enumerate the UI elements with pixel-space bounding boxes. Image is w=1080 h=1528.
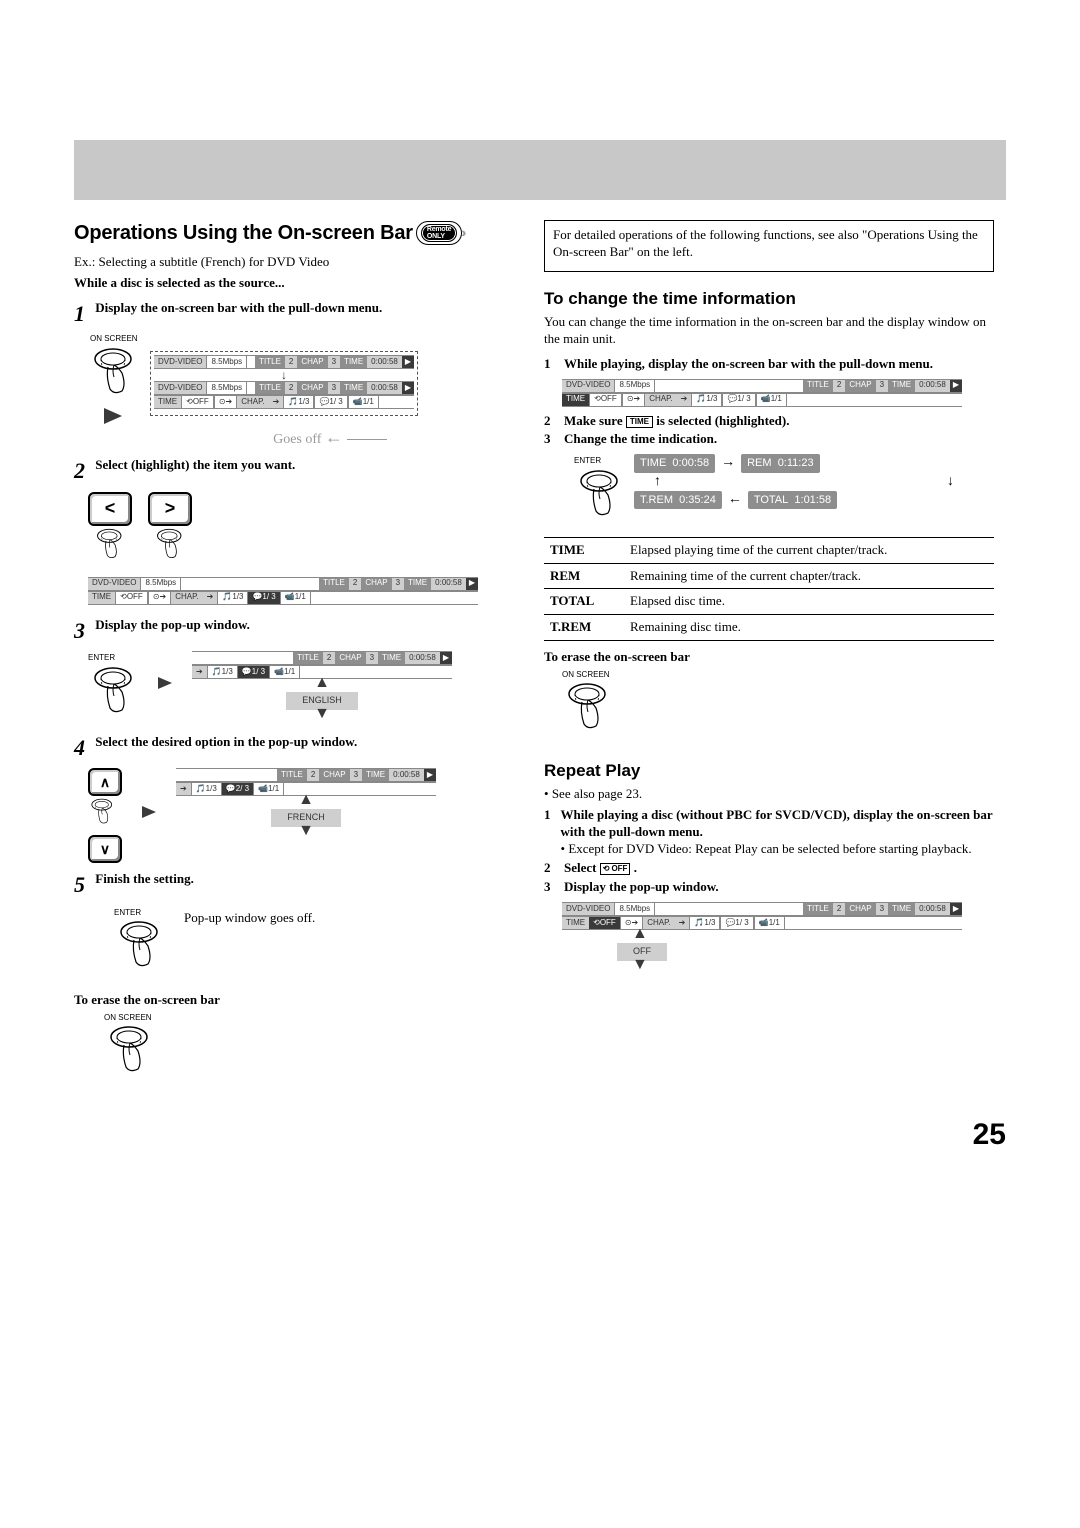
step-5-text: Finish the setting. [95, 871, 513, 888]
step-4: 4 Select the desired option in the pop-u… [74, 734, 514, 763]
osb-ct1: DVD-VIDEO 8.5Mbps TITLE2 CHAP3 TIME0:00:… [562, 379, 962, 407]
step-4-text: Select the desired option in the pop-up … [95, 734, 513, 751]
step-3-text: Display the pop-up window. [95, 617, 513, 634]
step-5-num: 5 [74, 871, 92, 900]
right-button-illustration: > [148, 492, 192, 567]
left-button-illustration: < [88, 492, 132, 567]
step-4-num: 4 [74, 734, 92, 763]
erase-button-illustration-left: ON SCREEN [104, 1013, 514, 1085]
def-row-time: TIMEElapsed playing time of the current … [544, 537, 994, 563]
step-2-text: Select (highlight) the item you want. [95, 457, 513, 474]
ct-step-1: 1 While playing, display the on-screen b… [544, 356, 994, 373]
nav-right-button: > [148, 492, 192, 526]
step-1: 1 Display the on-screen bar with the pul… [74, 300, 514, 329]
nav-up-button: ∧ [88, 768, 122, 796]
rp-step-3: 3 Display the pop-up window. [544, 879, 994, 896]
osb-rp: DVD-VIDEO 8.5Mbps TITLE2 CHAP3 TIME0:00:… [562, 902, 962, 972]
nav-down-button: ∨ [88, 835, 122, 863]
remote-only-badge: RemoteONLY ››› [421, 224, 462, 242]
up-down-buttons-illustration: ∧ ∨ [88, 768, 122, 863]
def-row-total: TOTALElapsed disc time. [544, 589, 994, 615]
enter-button-illustration-2: ENTER [114, 906, 164, 980]
ct-step-2: 2 Make sure TIME is selected (highlighte… [544, 413, 994, 430]
time-cycle-diagram: TIME 0:00:58 → REM 0:11:23 [634, 454, 994, 472]
page-number: 25 [74, 1115, 1006, 1154]
top-gray-band [74, 140, 1006, 200]
osb-row-a3: TIME ⟲ OFF ⊙➔ CHAP.➔ 🎵 1/3 💬 1/ 3 📹 1/1 [154, 395, 414, 409]
erase-osb-heading-right: To erase the on-screen bar [544, 649, 994, 666]
osb-dashed-group: DVD-VIDEO 8.5Mbps TITLE2 CHAP3 TIME0:00:… [150, 351, 418, 416]
step-3: 3 Display the pop-up window. [74, 617, 514, 646]
time-chip-rem: REM 0:11:23 [741, 454, 819, 472]
goes-off-label: Goes off ← [150, 426, 514, 449]
step-1-num: 1 [74, 300, 92, 329]
note-box: For detailed operations of the following… [544, 220, 994, 272]
ct-step-3: 3 Change the time indication. [544, 431, 994, 448]
osb-step3: TITLE2 CHAP3 TIME0:00:58 ▶ ➔ 🎵 1/3 💬 1/ … [192, 651, 452, 721]
while-disc-line: While a disc is selected as the source..… [74, 275, 514, 292]
repeat-off-chip: ⟲ OFF [600, 863, 631, 875]
osb-row-a1: DVD-VIDEO 8.5Mbps TITLE2 CHAP3 TIME0:00:… [154, 355, 414, 369]
section-title: Operations Using the On-screen Bar Remot… [74, 220, 514, 246]
rp-step-2: 2 Select ⟲ OFF . [544, 860, 994, 877]
note-box-text: For detailed operations of the following… [553, 227, 985, 261]
def-row-trem: T.REMRemaining disc time. [544, 615, 994, 641]
step-3-num: 3 [74, 617, 92, 646]
enter-button-illustration-1: ENTER [88, 651, 138, 725]
arrow-right-icon [158, 677, 172, 689]
time-chip-inline: TIME [626, 416, 653, 428]
time-chip-trem: T.REM 0:35:24 [634, 491, 722, 509]
time-chip-total: TOTAL 1:01:58 [748, 491, 837, 509]
rp-step-1: 1 While playing a disc (without PBC for … [544, 807, 994, 858]
erase-osb-heading-left: To erase the on-screen bar [74, 992, 514, 1009]
nav-left-button: < [88, 492, 132, 526]
change-time-body: You can change the time information in t… [544, 314, 994, 348]
erase-button-illustration-right: ON SCREEN [562, 670, 994, 742]
time-chip-time: TIME 0:00:58 [634, 454, 715, 472]
step-2: 2 Select (highlight) the item you want. [74, 457, 514, 486]
step-1-text: Display the on-screen bar with the pull-… [95, 300, 513, 317]
popup-goes-off-note: Pop-up window goes off. [184, 910, 315, 927]
on-screen-label-1: ON SCREEN [90, 334, 514, 344]
change-time-heading: To change the time information [544, 288, 994, 310]
enter-button-illustration-3: ENTER [574, 454, 624, 528]
def-row-rem: REMRemaining time of the current chapter… [544, 563, 994, 589]
arrow-right-icon [104, 408, 122, 424]
repeat-play-heading: Repeat Play [544, 760, 994, 782]
example-line: Ex.: Selecting a subtitle (French) for D… [74, 254, 514, 271]
remote-button-illustration-1 [88, 347, 138, 424]
osb-row-a2: DVD-VIDEO 8.5Mbps TITLE2 CHAP3 TIME0:00:… [154, 381, 414, 395]
osb-step4: TITLE2 CHAP3 TIME0:00:58 ▶ ➔ 🎵 1/3 💬 2/ … [176, 768, 436, 838]
repeat-see-also: • See also page 23. [544, 786, 994, 803]
time-definitions-table: TIMEElapsed playing time of the current … [544, 537, 994, 642]
step-5: 5 Finish the setting. [74, 871, 514, 900]
osb-step2: DVD-VIDEO 8.5Mbps TITLE2 CHAP3 TIME0:00:… [88, 577, 478, 605]
section-title-text: Operations Using the On-screen Bar [74, 220, 413, 246]
step-2-num: 2 [74, 457, 92, 486]
arrow-right-icon [142, 806, 156, 818]
